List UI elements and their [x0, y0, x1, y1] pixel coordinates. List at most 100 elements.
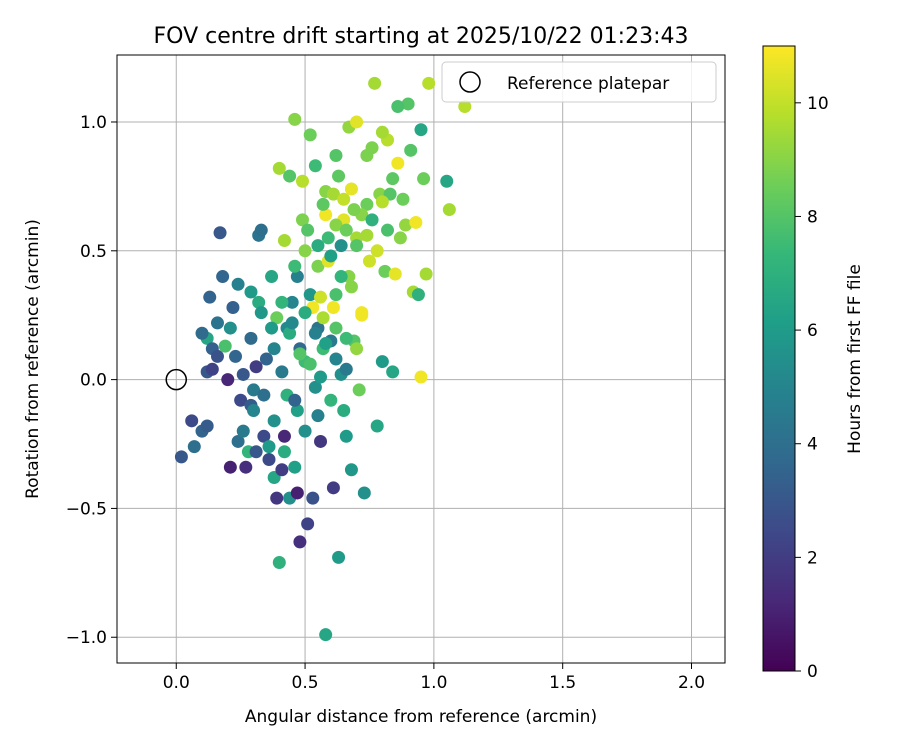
data-point — [288, 460, 302, 474]
data-point — [311, 259, 325, 273]
data-point — [270, 491, 284, 505]
data-point — [347, 203, 361, 217]
data-point — [324, 249, 338, 263]
data-point — [247, 404, 261, 418]
data-point — [329, 148, 343, 162]
data-point — [277, 233, 291, 247]
data-point — [231, 434, 245, 448]
data-point — [339, 223, 353, 237]
data-point — [303, 128, 317, 142]
data-point — [375, 195, 389, 209]
data-point — [295, 213, 309, 227]
data-point — [226, 300, 240, 314]
data-point — [244, 285, 258, 299]
data-point — [195, 326, 209, 340]
legend-box — [441, 61, 717, 103]
data-point — [303, 357, 317, 371]
y-axis-label: Rotation from reference (arcmin) — [23, 219, 43, 499]
data-point — [381, 223, 395, 237]
colorbar-ticks: 0 2 4 6 8 10 — [795, 94, 829, 682]
data-point — [285, 316, 299, 330]
data-point — [259, 352, 273, 366]
data-point — [411, 288, 425, 302]
x-tick-label: 1.0 — [420, 673, 447, 693]
colorbar-tick-label: 10 — [807, 94, 829, 114]
data-point — [386, 365, 400, 379]
legend-label: Reference platepar — [507, 74, 669, 94]
data-point — [352, 383, 366, 397]
data-point — [414, 370, 428, 384]
data-point — [344, 280, 358, 294]
data-point — [360, 197, 374, 211]
legend-reference-marker — [459, 71, 481, 93]
data-point — [203, 290, 217, 304]
data-point — [357, 486, 371, 500]
grid — [117, 55, 725, 663]
data-point — [396, 192, 410, 206]
plot-frame — [116, 54, 726, 664]
x-tick-label: 0.5 — [292, 673, 319, 693]
data-point — [267, 414, 281, 428]
colorbar-tick-label: 8 — [807, 207, 818, 227]
colorbar-tick-label: 6 — [807, 321, 818, 341]
data-point — [283, 326, 297, 340]
colorbar-tick-label: 0 — [807, 662, 818, 682]
data-point — [360, 148, 374, 162]
data-point — [174, 450, 188, 464]
data-point — [339, 331, 353, 345]
colorbar: 0 2 4 6 8 10 Hours from first FF file — [762, 45, 865, 682]
data-point — [288, 393, 302, 407]
data-point — [440, 174, 454, 188]
data-point — [319, 337, 333, 351]
data-point — [216, 270, 230, 284]
data-point — [339, 429, 353, 443]
colorbar-gradient — [762, 45, 796, 672]
data-point — [422, 76, 436, 90]
data-point — [200, 419, 214, 433]
data-point — [458, 100, 472, 114]
data-point — [316, 311, 330, 325]
data-point — [249, 445, 263, 459]
data-point — [314, 434, 328, 448]
data-point — [295, 174, 309, 188]
data-point — [329, 218, 343, 232]
data-point — [401, 97, 415, 111]
data-point — [442, 203, 456, 217]
data-point — [414, 123, 428, 137]
data-point — [370, 244, 384, 258]
data-point — [205, 362, 219, 376]
data-point — [306, 491, 320, 505]
data-point — [419, 267, 433, 281]
data-point — [257, 388, 271, 402]
data-point — [277, 445, 291, 459]
data-point — [275, 463, 289, 477]
data-point — [391, 156, 405, 170]
data-point — [275, 295, 289, 309]
data-point — [218, 339, 232, 353]
data-point — [288, 112, 302, 126]
data-point — [404, 143, 418, 157]
data-point — [262, 440, 276, 454]
data-point — [344, 182, 358, 196]
data-point — [275, 365, 289, 379]
data-point — [298, 424, 312, 438]
data-point — [293, 535, 307, 549]
colorbar-tick-label: 4 — [807, 435, 818, 455]
data-point — [329, 321, 343, 335]
reference-platepar-marker — [165, 368, 188, 391]
data-point — [257, 429, 271, 443]
data-point — [314, 290, 328, 304]
data-point — [283, 169, 297, 183]
data-point — [187, 440, 201, 454]
data-point — [321, 231, 335, 245]
x-tick-label: 1.5 — [549, 673, 576, 693]
x-tick-label: 0.0 — [163, 673, 190, 693]
data-point — [365, 213, 379, 227]
data-point — [236, 424, 250, 438]
y-tick-label: −1.0 — [66, 628, 107, 648]
data-point — [375, 125, 389, 139]
data-point — [285, 295, 299, 309]
data-point — [301, 517, 315, 531]
data-point — [326, 187, 340, 201]
